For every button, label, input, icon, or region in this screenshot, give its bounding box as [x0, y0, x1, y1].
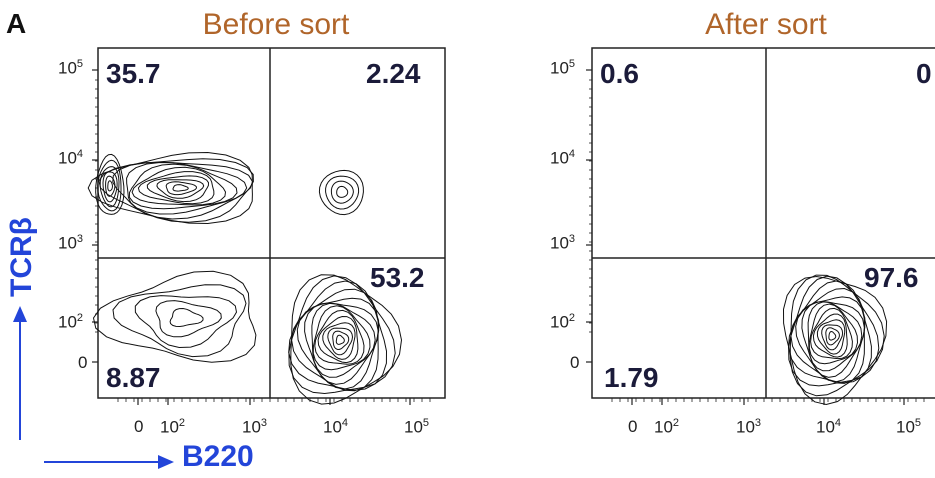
contour-tcrb-pos-b220-pos	[318, 169, 364, 216]
contour-b220-pos	[312, 305, 371, 371]
y-tick-1e3-before: 103	[58, 233, 84, 253]
contour-tcrb-pos-b220-neg	[156, 179, 205, 199]
contour-b220-pos	[288, 280, 388, 391]
x-tick-1e2-after: 102	[654, 417, 680, 437]
contour-tcrb-pos-b220-neg-core	[99, 166, 120, 208]
quadrant-bottom-right-before: 53.2	[370, 262, 425, 293]
contour-tcrb-pos-b220-neg	[128, 163, 238, 210]
contour-b220-pos-sorted	[816, 319, 846, 355]
contour-b220-pos	[322, 322, 356, 360]
quadrant-top-right-after: 0	[916, 58, 932, 89]
y-tick-1e2-after: 102	[550, 312, 576, 332]
contour-b220-pos	[290, 274, 403, 405]
contour-tcrb-pos-b220-neg	[87, 151, 253, 225]
contour-b220-pos-sorted	[789, 274, 885, 397]
y-axis-label: TCRβ	[5, 217, 38, 297]
quadrant-top-left-before: 35.7	[106, 58, 161, 89]
y-tick-1e3-after: 103	[550, 233, 576, 253]
contour-b220-pos	[311, 302, 376, 378]
contour-tcrb-pos-b220-neg	[112, 161, 254, 220]
x-tick-1e4-before: 104	[323, 417, 349, 437]
x-axis-label: B220	[182, 440, 254, 473]
contour-double-negative	[112, 284, 247, 358]
contour-tcrb-pos-b220-neg	[126, 161, 248, 215]
contour-double-negative	[134, 295, 238, 349]
contour-tcrb-pos-b220-neg	[165, 181, 198, 196]
contour-b220-pos-sorted	[782, 275, 888, 406]
y-tick-0-before: 0	[78, 353, 88, 372]
contour-b220-pos	[332, 330, 350, 351]
y-tick-1e4-after: 104	[550, 148, 576, 168]
contour-b220-pos	[327, 327, 354, 356]
x-tick-1e3-before: 103	[242, 417, 268, 437]
contour-b220-pos-sorted	[795, 296, 866, 383]
contour-tcrb-pos-b220-neg-core	[107, 180, 114, 192]
y-tick-1e2-before: 102	[58, 312, 84, 332]
contour-b220-pos-sorted	[825, 327, 840, 346]
contour-tcrb-pos-b220-neg	[146, 175, 210, 203]
quadrant-top-right-before: 2.24	[366, 58, 421, 89]
contour-b220-pos	[314, 309, 365, 365]
x-tick-1e5-before: 105	[404, 417, 430, 437]
contour-b220-pos	[317, 315, 359, 364]
contour-b220-pos-sorted	[787, 280, 872, 384]
contour-tcrb-pos-b220-neg-core	[95, 153, 125, 215]
contour-tcrb-pos-b220-pos	[336, 185, 349, 198]
x-tick-1e4-after: 104	[816, 417, 842, 437]
contour-b220-pos-sorted	[801, 300, 865, 378]
contour-b220-pos	[296, 297, 380, 390]
plot-frame-after	[591, 47, 935, 399]
contour-b220-pos-sorted	[828, 330, 837, 341]
contour-double-negative	[92, 270, 257, 363]
x-tick-0-before: 0	[134, 417, 144, 436]
y-axis-arrow-head	[13, 306, 27, 322]
plot-frame-before	[97, 47, 446, 399]
contour-b220-pos-sorted	[808, 303, 859, 365]
contour-b220-pos-sorted	[807, 301, 863, 372]
plot-title-before: Before sort	[202, 8, 350, 41]
y-tick-1e4-before: 104	[58, 148, 84, 168]
contour-b220-pos-sorted	[810, 307, 853, 360]
x-tick-1e2-before: 102	[160, 417, 186, 437]
x-axis-arrow-head	[158, 455, 174, 469]
contour-b220-pos-sorted	[821, 324, 844, 351]
contour-tcrb-pos-b220-neg	[131, 166, 227, 206]
y-tick-0-after: 0	[570, 353, 580, 372]
contour-tcrb-pos-b220-pos	[325, 175, 360, 210]
quadrant-bottom-left-before: 8.87	[106, 362, 161, 393]
plot-title-after: After sort	[705, 8, 827, 41]
y-tick-1e5-after: 105	[550, 58, 576, 78]
contour-tcrb-pos-b220-neg-core	[97, 159, 122, 212]
x-tick-1e3-after: 103	[736, 417, 762, 437]
y-tick-1e5-before: 105	[58, 58, 84, 78]
contour-tcrb-pos-b220-pos	[330, 180, 354, 204]
x-tick-0-after: 0	[628, 417, 638, 436]
quadrant-bottom-left-after: 1.79	[604, 362, 659, 393]
contour-tcrb-pos-b220-neg	[137, 171, 215, 205]
contour-b220-pos	[304, 302, 379, 385]
contour-double-negative	[169, 307, 204, 328]
contour-tcrb-pos-b220-neg-core	[102, 171, 118, 203]
x-tick-1e5-after: 105	[896, 417, 922, 437]
quadrant-top-left-after: 0.6	[600, 58, 639, 89]
contour-double-negative	[155, 300, 222, 338]
contour-b220-pos	[335, 334, 345, 345]
contour-tcrb-pos-b220-neg-core	[105, 175, 116, 197]
contour-tcrb-pos-b220-neg	[172, 184, 189, 192]
panel-label: A	[6, 8, 27, 39]
contour-b220-pos-sorted	[812, 313, 848, 358]
quadrant-bottom-right-after: 97.6	[864, 262, 919, 293]
